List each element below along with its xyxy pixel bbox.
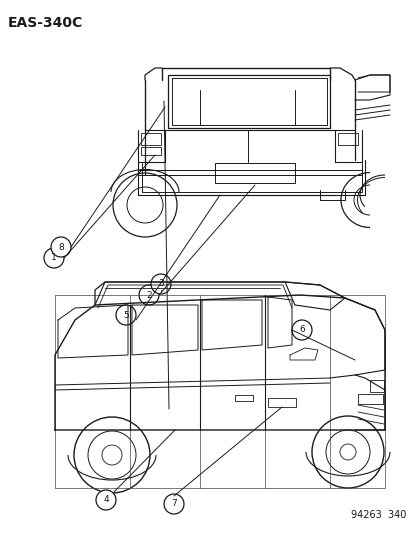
Text: 3: 3 [158,279,164,288]
Text: 2: 2 [146,290,152,300]
Circle shape [291,320,311,340]
Circle shape [151,274,171,294]
Bar [267,398,295,407]
Text: 6: 6 [299,326,304,335]
Circle shape [139,285,159,305]
Circle shape [44,248,64,268]
Text: 5: 5 [123,311,128,319]
Text: EAS-340C: EAS-340C [8,16,83,30]
Bar [141,133,161,145]
Bar [235,395,252,401]
Bar [337,133,357,145]
Circle shape [96,490,116,510]
Bar [357,394,382,404]
Circle shape [116,305,136,325]
Bar [214,163,294,183]
Text: 1: 1 [51,254,57,262]
Bar [141,147,161,155]
Text: 4: 4 [103,496,109,505]
Circle shape [51,237,71,257]
Text: 94263  340: 94263 340 [350,510,405,520]
Text: 7: 7 [171,499,176,508]
Bar [369,380,383,392]
Circle shape [164,494,183,514]
Text: 8: 8 [58,243,64,252]
